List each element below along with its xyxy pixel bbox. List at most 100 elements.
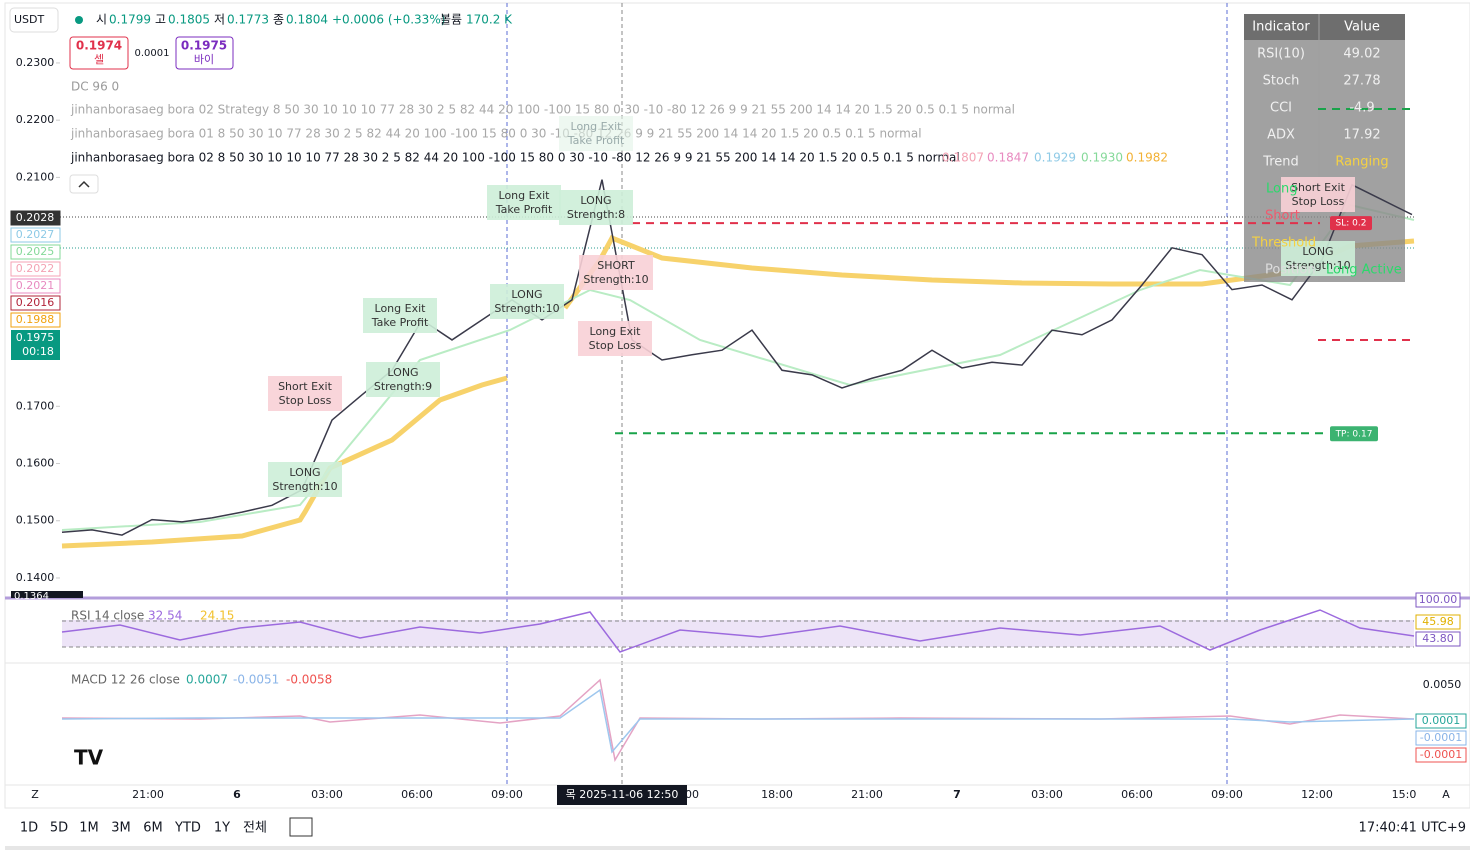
time-label: 03:00: [311, 788, 343, 801]
range-button[interactable]: 3M: [111, 821, 131, 836]
time-label: 00: [685, 788, 699, 801]
signal-text: Long Exit: [590, 325, 642, 338]
rsi-value: 24.15: [200, 609, 234, 623]
rsi-scale-box: [1415, 614, 1461, 630]
signal-text: Stop Loss: [279, 394, 332, 407]
signal-box: [559, 116, 633, 151]
table-cell: Stoch: [1263, 74, 1300, 89]
rsi-title: RSI 14 close: [71, 609, 144, 623]
table-extra: Long Active: [1326, 263, 1402, 278]
signal-text: Strength:10: [494, 302, 559, 315]
signal-text: Take Profit: [495, 203, 553, 216]
macd-axis: 0.0050: [1423, 678, 1462, 691]
rsi-scale: 43.80: [1422, 632, 1454, 645]
signal-line: [61, 688, 1415, 754]
time-label: 21:00: [132, 788, 164, 801]
signal-text: LONG: [387, 366, 418, 379]
signal-text: Strength:8: [567, 208, 625, 221]
crosshair-time-box: [557, 785, 687, 805]
range-button[interactable]: 1Y: [214, 821, 230, 836]
legend-value: 0.1982: [1126, 151, 1168, 165]
range-button[interactable]: 전체: [243, 821, 267, 836]
time-label: 21:00: [851, 788, 883, 801]
signal-box: [268, 376, 342, 411]
crosshair-time: 목 2025-11-06 12:50: [566, 788, 679, 801]
signal-text: LONG: [289, 466, 320, 479]
signal-text: Strength:9: [374, 380, 432, 393]
ohlc-value: 0.1804: [286, 13, 328, 27]
range-button[interactable]: 6M: [143, 821, 163, 836]
time-label: 15:0: [1392, 788, 1417, 801]
price-tick-label: 0.1600: [16, 457, 55, 470]
price-label-box: [10, 261, 61, 277]
signal-box: [559, 190, 633, 225]
range-button[interactable]: 1M: [79, 821, 99, 836]
macd-scale: 0.0001: [1422, 714, 1461, 727]
signal-text: Short Exit: [1291, 181, 1346, 194]
buy-label: 바이: [194, 53, 214, 66]
price-label-box: [10, 210, 61, 226]
signal-text: LONG: [511, 288, 542, 301]
ohlc-value: 0.1799: [109, 13, 151, 27]
price-label: 0.2025: [16, 245, 55, 258]
buy-button[interactable]: [175, 36, 234, 70]
rsi-scale: 45.98: [1422, 615, 1454, 628]
legend-dc: DC 96 0: [71, 80, 119, 94]
macd-scale-box: [1415, 713, 1467, 729]
time-label: 12:00: [1301, 788, 1333, 801]
spread: 0.0001: [135, 48, 170, 59]
legend-value: 0.1847: [987, 151, 1029, 165]
sell-button[interactable]: [69, 36, 129, 70]
collapse-button[interactable]: [69, 174, 99, 194]
time-label: 06:00: [401, 788, 433, 801]
range-button[interactable]: YTD: [174, 821, 201, 836]
table-cell: 17.92: [1343, 128, 1380, 143]
legend-value: 0.1807: [942, 151, 984, 165]
tp-label: TP: 0.17: [1335, 430, 1373, 440]
sl-tag: [1330, 216, 1372, 231]
price-label-box: [10, 227, 61, 243]
volume: 170.2 K: [466, 13, 513, 27]
signal-text: Take Profit: [567, 134, 625, 147]
price-label-box: [10, 312, 61, 328]
table-header: Indicator: [1252, 20, 1310, 35]
sell-price: 0.1974: [76, 39, 122, 53]
signal-text: Strength:10: [272, 480, 337, 493]
signal-box: [487, 185, 561, 220]
price-label: 0.2027: [16, 228, 55, 241]
ohlc-label: 저: [214, 13, 225, 27]
price-line: [61, 179, 1413, 536]
signal-box: [578, 321, 652, 356]
time-label: 7: [953, 788, 961, 801]
price-label-box: [10, 295, 61, 311]
signal-text: Long Exit: [571, 120, 623, 133]
bottom-price-box: [11, 591, 83, 598]
time-label: 09:00: [491, 788, 523, 801]
table-extra: Long: [1266, 182, 1297, 197]
range-button[interactable]: 1D: [20, 821, 38, 836]
table-header: Value: [1344, 20, 1380, 35]
table-extra: Threshold: [1251, 236, 1316, 251]
rsi-scale-box: [1415, 631, 1461, 647]
rsi-value: 32.54: [148, 609, 182, 623]
signal-text: Long Exit: [375, 302, 427, 315]
time-label: Z: [31, 788, 39, 801]
volume-label: 볼륨: [440, 13, 462, 27]
sl-label: SL: 0.2: [1336, 219, 1367, 229]
replay-icon[interactable]: [289, 817, 313, 837]
collapse-icon: [78, 180, 90, 188]
macd-value: -0.0058: [286, 673, 332, 687]
signal-text: Take Profit: [371, 316, 429, 329]
range-button[interactable]: 5D: [50, 821, 68, 836]
logo: TV: [74, 746, 104, 770]
last-price-box: [11, 330, 60, 360]
signal-box: [363, 298, 437, 333]
signal-box: [490, 284, 564, 319]
signal-text: Short Exit: [278, 380, 333, 393]
ohlc-value: 0.1773: [227, 13, 269, 27]
table-cell: 27.78: [1343, 74, 1380, 89]
symbol-box[interactable]: [9, 7, 59, 33]
price-label: 0.2022: [16, 262, 55, 275]
signal-box: [366, 362, 440, 397]
rsi-scale-box: [1415, 592, 1461, 608]
